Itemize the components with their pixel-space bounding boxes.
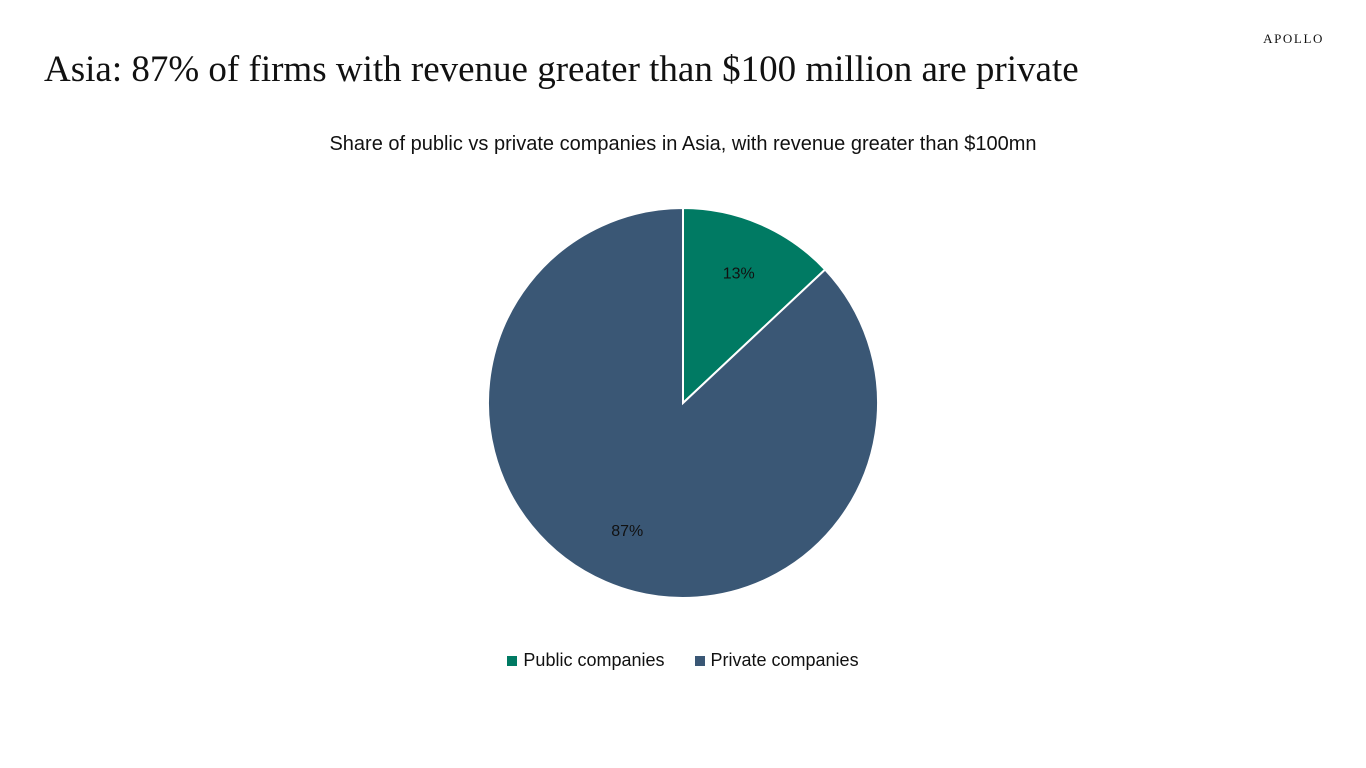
chart-legend: Public companies Private companies (0, 650, 1366, 671)
apollo-logo: APOLLO (1263, 31, 1324, 46)
legend-label-public: Public companies (523, 650, 665, 670)
data-label-private: 87% (611, 523, 643, 540)
chart-title: Share of public vs private companies in … (329, 133, 1037, 155)
page-title: Asia: 87% of firms with revenue greater … (44, 49, 1079, 90)
legend-item-public: Public companies (507, 650, 665, 671)
legend-label-private: Private companies (710, 650, 859, 670)
legend-item-private: Private companies (694, 650, 859, 671)
pie-slice-private (487, 206, 879, 599)
legend-swatch-private (694, 655, 705, 666)
data-label-public: 13% (723, 265, 755, 282)
pie-slice-public (682, 206, 827, 406)
legend-swatch-public (507, 655, 518, 666)
